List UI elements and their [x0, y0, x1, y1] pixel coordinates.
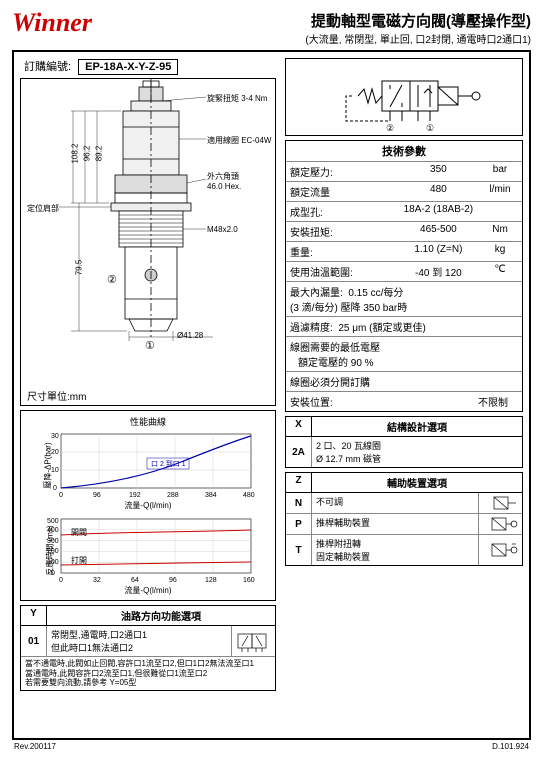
y-title: 油路方向功能選項	[47, 606, 275, 625]
z-option-table: Z 輔助裝置選項 N 不可調 P 推桿輔助裝置 T 推桿附扭轉 固定輔助裝置	[285, 472, 523, 566]
z-key: Z	[286, 473, 312, 492]
svg-text:32: 32	[93, 577, 101, 584]
svg-text:96: 96	[93, 492, 101, 499]
x-title: 結構設計選項	[312, 417, 522, 436]
spec-row: 額定壓力:350bar	[286, 162, 522, 182]
chart1-svg: 010 2030 096 192288 384480 口 2 到口 1	[41, 430, 261, 500]
svg-text:500: 500	[47, 518, 59, 525]
ann-hex: 外六角頭 46.0 Hex.	[207, 171, 241, 191]
svg-text:128: 128	[205, 577, 217, 584]
spec-header: 技術參數	[286, 141, 522, 162]
spec-table: 技術參數 額定壓力:350bar 額定流量480l/min 成型孔:18A-2 …	[285, 140, 523, 412]
svg-text:64: 64	[131, 577, 139, 584]
symbol-svg: ② ①	[286, 59, 522, 135]
z-row: N 不可調	[286, 493, 522, 514]
x-option-table: X 結構設計選項 2A 2 口、20 瓦線圈 Ø 12.7 mm 磁管	[285, 416, 523, 468]
z-sym-p	[478, 514, 522, 534]
y-row-symbol	[231, 626, 275, 656]
y-row: 01 常閉型,通電時,口2通口1 但此時口1無法通口2	[21, 626, 275, 657]
ann-thread: M48x2.0	[207, 225, 238, 234]
footer-rev: Rev.200117	[14, 742, 56, 751]
svg-text:②: ②	[386, 123, 394, 133]
x-row: 2A 2 口、20 瓦線圈 Ø 12.7 mm 磁管	[286, 437, 522, 467]
spec-row: 額定流量480l/min	[286, 182, 522, 202]
svg-text:192: 192	[129, 492, 141, 499]
spec-leak: 最大內漏量: 0.15 cc/每分 (3 滴/每分) 壓降 350 bar時	[286, 282, 522, 317]
svg-text:288: 288	[167, 492, 179, 499]
page: Winner 提動軸型電磁方向閥(導壓操作型) (大流量, 常閉型, 單止回, …	[0, 0, 543, 769]
y-key: Y	[21, 606, 47, 625]
z-row: P 推桿輔助裝置	[286, 514, 522, 535]
z-sym-n	[478, 493, 522, 513]
x-row-key: 2A	[286, 437, 312, 467]
chart-title: 性能曲線	[25, 415, 271, 428]
ann-location: 定位肩部	[27, 203, 59, 214]
z-title: 輔助裝置選項	[312, 473, 522, 492]
spec-row: 使用油溫範圍:-40 到 120℃	[286, 262, 522, 282]
ann-coil: 適用線圈 EC-04W	[207, 135, 271, 146]
spec-coilnote: 線圈必須分開訂購	[286, 372, 522, 392]
chart2-ylabel: 反應時間 (ms)	[45, 525, 56, 575]
footer: Rev.200117 D.101.924	[12, 742, 531, 751]
y-row-text: 常閉型,通電時,口2通口1 但此時口1無法通口2	[47, 626, 231, 656]
svg-text:0: 0	[59, 492, 63, 499]
svg-text:①: ①	[426, 123, 434, 133]
y-row-key: 01	[21, 626, 47, 656]
svg-text:0: 0	[59, 577, 63, 584]
footer-doc: D.101.924	[492, 742, 529, 751]
chart1-ylabel: 壓降-ΔP(bar)	[43, 442, 54, 488]
x-key: X	[286, 417, 312, 436]
dim-795: 79.5	[74, 260, 83, 276]
open-label: 開閥	[71, 527, 87, 538]
content-frame: 訂購編號: EP-18A-X-Y-Z-95	[12, 50, 531, 740]
y-note: 當不通電時,此閥如止回閥,容許口1流至口2,但口1口2無法流至口1 當通電時,此…	[21, 657, 275, 690]
ann-torque: 旋緊扭矩 3-4 Nm	[207, 93, 267, 104]
spec-row: 成型孔:18A-2 (18AB-2)	[286, 202, 522, 222]
spec-install: 安裝位置:不限制	[286, 392, 522, 411]
close-label: 打開	[71, 555, 87, 566]
y-header: Y 油路方向功能選項	[21, 606, 275, 626]
dim-1082: 108.2	[71, 143, 80, 163]
dim-dia: Ø41.28	[177, 331, 203, 340]
left-column: 旋緊扭矩 3-4 Nm 適用線圈 EC-04W 外六角頭 46.0 Hex. 定…	[20, 78, 276, 691]
dim-892: 89.2	[94, 146, 103, 162]
dim-962: 96.2	[82, 146, 91, 162]
svg-text:160: 160	[243, 577, 255, 584]
z-row: T 推桿附扭轉 固定輔助裝置	[286, 535, 522, 565]
technical-drawing: 旋緊扭矩 3-4 Nm 適用線圈 EC-04W 外六角頭 46.0 Hex. 定…	[20, 78, 276, 406]
svg-text:30: 30	[51, 433, 59, 440]
spec-filter: 過濾精度: 25 μm (額定或更佳)	[286, 317, 522, 337]
chart2-svg: 0100 200300 400500 032 6496 128160	[41, 515, 261, 585]
x-header: X 結構設計選項	[286, 417, 522, 437]
svg-text:480: 480	[243, 492, 255, 499]
order-code: EP-18A-X-Y-Z-95	[78, 59, 178, 75]
port-2: ②	[107, 273, 117, 286]
spec-voltage: 線圈需要的最低電壓 額定電壓的 90 %	[286, 337, 522, 372]
z-header: Z 輔助裝置選項	[286, 473, 522, 493]
x-row-text: 2 口、20 瓦線圈 Ø 12.7 mm 磁管	[312, 437, 522, 467]
spec-row: 重量:1.10 (Z=N)kg	[286, 242, 522, 262]
svg-text:384: 384	[205, 492, 217, 499]
z-sym-t	[478, 535, 522, 565]
chart1-xlabel: 流量-Q(l/min)	[25, 500, 271, 511]
svg-text:96: 96	[169, 577, 177, 584]
order-label: 訂購編號:	[24, 61, 71, 73]
svg-text:口 2 到口 1: 口 2 到口 1	[151, 460, 186, 468]
order-line: 訂購編號: EP-18A-X-Y-Z-95	[24, 58, 178, 75]
y-option-table: Y 油路方向功能選項 01 常閉型,通電時,口2通口1 但此時口1無法通口2 當…	[20, 605, 276, 691]
hydraulic-symbol: ② ①	[285, 58, 523, 136]
port-1: ①	[145, 339, 155, 352]
performance-charts: 性能曲線 壓降-ΔP(bar) 010	[20, 410, 276, 601]
right-column: ② ① 技術參數 額定壓力:350bar 額定流量480l/min 成型孔:18…	[285, 58, 523, 566]
spec-row: 安裝扭矩:465-500Nm	[286, 222, 522, 242]
chart2-xlabel: 流量-Q(l/min)	[25, 585, 271, 596]
unit-label: 尺寸單位:mm	[27, 388, 86, 403]
